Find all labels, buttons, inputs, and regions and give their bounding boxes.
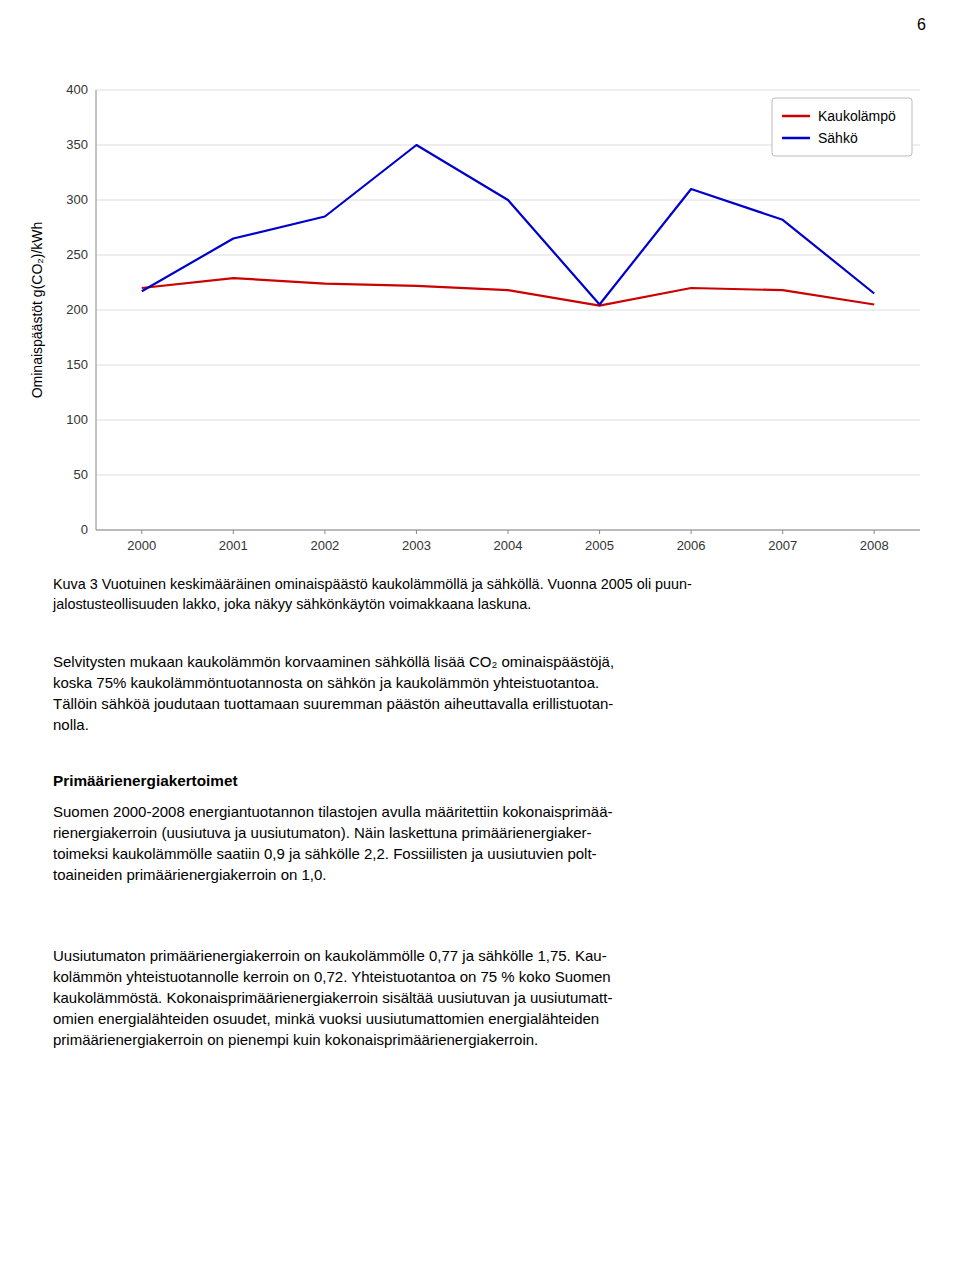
x-tick-label: 2002 <box>310 538 339 553</box>
paragraph: Suomen 2000-2008 energiantuotannon tilas… <box>53 801 613 885</box>
y-tick-label: 0 <box>81 522 88 537</box>
y-axis <box>96 90 97 530</box>
y-tick-label: 350 <box>66 137 88 152</box>
x-tick-label: 2000 <box>127 538 156 553</box>
grid-line <box>96 310 920 311</box>
legend-entry: Kaukolämpö <box>818 108 896 124</box>
x-tick-label: 2003 <box>402 538 431 553</box>
x-tick-label: 2007 <box>768 538 797 553</box>
x-tick <box>782 530 783 534</box>
grid-line <box>96 475 920 476</box>
series-line <box>142 145 874 305</box>
page-number: 6 <box>917 14 926 36</box>
grid-line <box>96 90 920 91</box>
x-tick <box>233 530 234 534</box>
x-tick-label: 2005 <box>585 538 614 553</box>
y-tick-label: 300 <box>66 192 88 207</box>
y-tick-label: 250 <box>66 247 88 262</box>
x-tick-label: 2008 <box>860 538 889 553</box>
series-line <box>142 278 874 306</box>
y-tick-label: 400 <box>66 82 88 97</box>
x-tick <box>691 530 692 534</box>
x-tick-label: 2006 <box>677 538 706 553</box>
y-axis-label: Ominaispäästöt g(CO₂)/kWh <box>29 222 45 399</box>
legend: Kaukolämpö Sähkö <box>772 98 912 156</box>
y-tick-label: 200 <box>66 302 88 317</box>
y-tick-label: 150 <box>66 357 88 372</box>
x-tick-label: 2001 <box>219 538 248 553</box>
legend-swatch <box>782 137 810 140</box>
legend-frame <box>772 98 912 156</box>
x-tick <box>874 530 875 534</box>
x-tick <box>508 530 509 534</box>
paragraph: Uusiutumaton primäärienergiakerroin on k… <box>53 945 612 1050</box>
x-tick <box>324 530 325 534</box>
grid-line <box>96 255 920 256</box>
y-tick-label: 100 <box>66 412 88 427</box>
legend-entry: Sähkö <box>818 130 858 146</box>
plot-area <box>142 145 874 306</box>
caption: Kuva 3 Vuotuinen keskimääräinen ominaisp… <box>53 574 692 614</box>
x-axis <box>96 530 920 531</box>
grid-line <box>96 420 920 421</box>
heading: Primäärienergiakertoimet <box>53 770 238 791</box>
x-tick-label: 2004 <box>494 538 523 553</box>
grid-line <box>96 365 920 366</box>
y-tick-label: 50 <box>74 467 88 482</box>
paragraph: Selvitysten mukaan kaukolämmön korvaamin… <box>53 651 614 735</box>
grid-line <box>96 530 920 531</box>
legend-swatch <box>782 115 810 118</box>
chart: 0 50 100 150 200 250 300 350 400 2000 2001 2002 2003… <box>0 0 960 565</box>
x-tick <box>599 530 600 534</box>
x-tick <box>416 530 417 534</box>
x-tick <box>141 530 142 534</box>
